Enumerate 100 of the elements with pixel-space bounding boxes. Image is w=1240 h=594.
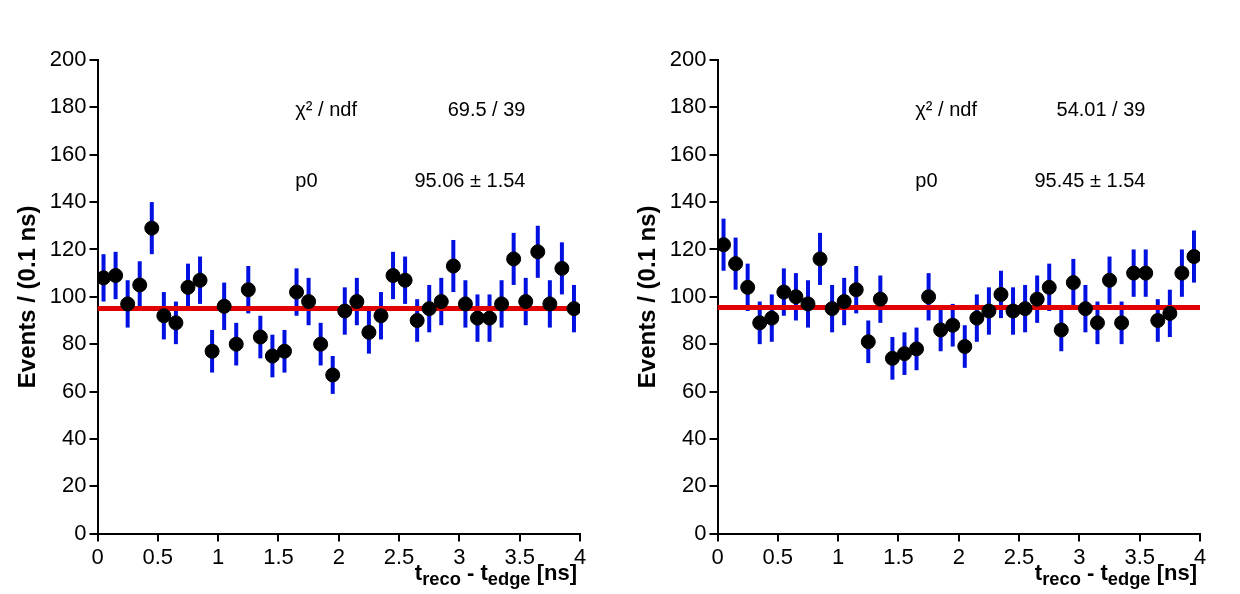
- x-tick-label: 3.5: [504, 543, 535, 569]
- y-tick-label: 120: [669, 235, 707, 261]
- point: [289, 284, 305, 300]
- point: [1029, 291, 1045, 307]
- point: [276, 343, 292, 359]
- y-tick-label: 180: [49, 93, 87, 119]
- point: [824, 301, 840, 317]
- point: [981, 303, 997, 319]
- point: [409, 312, 425, 328]
- point: [1017, 301, 1033, 317]
- point: [313, 336, 329, 352]
- point: [909, 341, 925, 357]
- point: [168, 315, 184, 331]
- x-tick-label: 0: [91, 543, 104, 569]
- point: [301, 294, 317, 310]
- annotation: p0: [915, 169, 938, 192]
- point: [108, 267, 124, 283]
- point: [132, 277, 148, 293]
- point: [1041, 279, 1057, 295]
- x-tick-label: 3.5: [1124, 543, 1155, 569]
- point: [933, 322, 949, 338]
- point: [921, 289, 937, 305]
- annotation: 69.5 / 39: [447, 98, 526, 121]
- point: [554, 260, 570, 276]
- point: [482, 310, 498, 326]
- x-tick-label: 2: [332, 543, 345, 569]
- point: [764, 310, 780, 326]
- point: [566, 301, 580, 317]
- y-tick-label: 0: [74, 519, 87, 545]
- point: [1102, 272, 1118, 288]
- point: [156, 308, 172, 324]
- point: [1077, 301, 1093, 317]
- point: [240, 282, 256, 298]
- point: [192, 272, 208, 288]
- point: [800, 296, 816, 312]
- point: [397, 272, 413, 288]
- point: [896, 346, 912, 362]
- point: [1053, 322, 1069, 338]
- y-tick-label: 100: [49, 282, 87, 308]
- point: [518, 294, 534, 310]
- point: [264, 348, 280, 364]
- x-tick-label: 1.5: [263, 543, 294, 569]
- point: [373, 308, 389, 324]
- point: [812, 251, 828, 267]
- point: [1065, 275, 1081, 291]
- point: [1089, 315, 1105, 331]
- y-tick-label: 140: [669, 188, 707, 214]
- y-tick-label: 180: [669, 93, 707, 119]
- y-tick-label: 160: [49, 140, 87, 166]
- point: [1114, 315, 1130, 331]
- annotation: χ² / ndf: [915, 98, 978, 121]
- y-tick-label: 200: [669, 46, 707, 72]
- point: [494, 296, 510, 312]
- annotation: 95.06 ± 1.54: [414, 169, 526, 192]
- y-tick-label: 80: [62, 330, 87, 356]
- y-tick-label: 20: [682, 472, 707, 498]
- annotation: 95.45 ± 1.54: [1034, 169, 1146, 192]
- point: [752, 315, 768, 331]
- y-tick-label: 160: [669, 140, 707, 166]
- point: [1150, 312, 1166, 328]
- point: [204, 343, 220, 359]
- point: [506, 251, 522, 267]
- point: [1174, 265, 1190, 281]
- point: [993, 286, 1009, 302]
- point: [957, 339, 973, 355]
- x-tick-label: 1: [212, 543, 225, 569]
- point: [1186, 249, 1200, 265]
- y-axis-title: Events / (0.1 ns): [633, 205, 661, 389]
- y-tick-label: 60: [62, 377, 87, 403]
- point: [728, 256, 744, 272]
- y-tick-label: 100: [669, 282, 707, 308]
- y-tick-label: 200: [49, 46, 87, 72]
- point: [776, 284, 792, 300]
- point: [252, 329, 268, 345]
- point: [1162, 305, 1178, 321]
- point: [969, 310, 985, 326]
- point: [884, 350, 900, 366]
- x-tick-label: 0: [711, 543, 724, 569]
- annotation: χ² / ndf: [295, 98, 358, 121]
- annotation: 54.01 / 39: [1056, 98, 1146, 121]
- point: [542, 296, 558, 312]
- point: [445, 258, 461, 274]
- y-tick-label: 140: [49, 188, 87, 214]
- point: [361, 324, 377, 340]
- point: [836, 294, 852, 310]
- point: [325, 367, 341, 383]
- x-tick-label: 1.5: [883, 543, 914, 569]
- x-tick-label: 2: [952, 543, 965, 569]
- x-tick-label: 0.5: [142, 543, 174, 569]
- y-axis-title: Events / (0.1 ns): [13, 205, 41, 389]
- point: [337, 303, 353, 319]
- y-tick-label: 60: [682, 377, 707, 403]
- point: [860, 334, 876, 350]
- point: [1138, 265, 1154, 281]
- y-tick-label: 80: [682, 330, 707, 356]
- annotation: p0: [295, 169, 318, 192]
- point: [349, 294, 365, 310]
- x-tick-label: 1: [832, 543, 845, 569]
- point: [788, 289, 804, 305]
- point: [433, 294, 449, 310]
